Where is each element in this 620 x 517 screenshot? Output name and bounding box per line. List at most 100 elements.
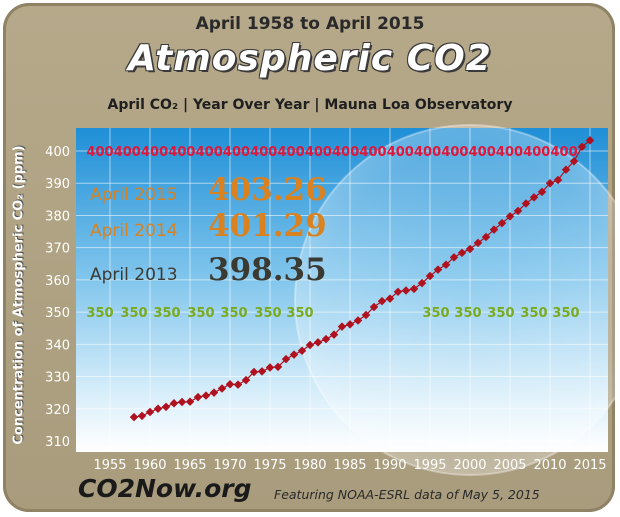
reference-label-350: 350 <box>520 306 547 321</box>
callout-april-2015: April 2015 403.26 <box>90 172 327 208</box>
data-point <box>257 367 267 376</box>
data-point <box>401 286 411 295</box>
chart-title: Atmospheric CO2 <box>128 38 492 79</box>
data-point <box>289 350 299 359</box>
reference-label-400: 400 <box>141 145 168 160</box>
y-axis: 310 320 330 340 350 360 370 380 390 400 <box>45 145 70 450</box>
data-point <box>433 265 443 274</box>
y-tick-label: 340 <box>45 338 70 353</box>
x-tick-label: 2000 <box>453 458 486 473</box>
callout-label: April 2015 <box>90 185 178 205</box>
data-point <box>425 271 435 281</box>
data-point <box>273 362 283 372</box>
data-point <box>137 411 147 421</box>
reference-label-400: 400 <box>332 145 359 160</box>
reference-label-350: 350 <box>552 306 579 321</box>
reference-label-350: 350 <box>422 306 449 321</box>
series-line <box>133 139 591 418</box>
data-point <box>153 404 163 414</box>
data-point <box>409 284 419 294</box>
x-tick-label: 2015 <box>573 458 606 473</box>
data-point <box>193 392 203 402</box>
x-tick-label: 1970 <box>213 458 246 473</box>
y-tick-label: 380 <box>45 209 70 224</box>
callout-april-2014: April 2014 401.29 <box>90 208 327 244</box>
data-point <box>321 334 331 344</box>
y-tick-label: 360 <box>45 274 70 289</box>
data-series <box>129 136 595 422</box>
data-point <box>417 278 427 288</box>
reference-label-400: 400 <box>387 145 414 160</box>
data-point <box>185 397 195 406</box>
data-point <box>457 248 467 258</box>
reference-label-350: 350 <box>454 306 481 321</box>
data-point <box>369 302 379 312</box>
x-tick-label: 1975 <box>253 458 286 473</box>
reference-label-350: 350 <box>220 306 247 321</box>
data-point <box>473 238 483 248</box>
data-point <box>393 287 403 297</box>
reference-label-350: 350 <box>86 306 113 321</box>
reference-lines: 400 400 400 400 400 400 400 400 400 400 400 400 400 4… <box>86 145 579 321</box>
reference-label-350: 350 <box>286 306 313 321</box>
reference-label-400: 400 <box>441 145 468 160</box>
reference-label-400: 400 <box>523 145 550 160</box>
brand-logo[interactable]: CO2Now.org <box>78 474 252 503</box>
callout-label: April 2014 <box>90 221 178 241</box>
y-tick-label: 320 <box>45 403 70 418</box>
reference-label-400: 400 <box>414 145 441 160</box>
reference-label-400: 400 <box>278 145 305 160</box>
y-tick-label: 400 <box>45 145 70 160</box>
data-point <box>353 316 363 325</box>
callout-value: 398.35 <box>208 252 327 288</box>
reference-label-400: 400 <box>469 145 496 160</box>
data-point <box>161 402 171 412</box>
data-point <box>481 232 491 242</box>
data-point <box>385 294 395 303</box>
data-credit: Featuring NOAA-ESRL data of May 5, 2015 <box>274 487 540 502</box>
reference-label-350: 350 <box>254 306 281 321</box>
data-point <box>337 322 347 331</box>
data-point <box>361 310 371 320</box>
data-point <box>329 330 339 339</box>
reference-label-400: 400 <box>114 145 141 160</box>
x-tick-label: 1955 <box>93 458 126 473</box>
reference-label-350: 350 <box>187 306 214 321</box>
reference-label-400: 400 <box>305 145 332 160</box>
reference-label-400: 400 <box>168 145 195 160</box>
data-point <box>217 384 227 393</box>
reference-label-350: 350 <box>153 306 180 321</box>
data-point <box>305 340 315 350</box>
reference-label-400: 400 <box>359 145 386 160</box>
x-tick-label: 2005 <box>493 458 526 473</box>
reference-label-350: 350 <box>120 306 147 321</box>
data-point <box>145 407 155 417</box>
reference-label-350: 350 <box>487 306 514 321</box>
reference-label-400: 400 <box>551 145 578 160</box>
reference-label-400: 400 <box>86 145 113 160</box>
reference-label-400: 400 <box>223 145 250 160</box>
data-point <box>225 380 235 389</box>
globe-watermark <box>294 124 620 476</box>
y-tick-label: 370 <box>45 242 70 257</box>
x-tick-label: 1985 <box>333 458 366 473</box>
meta-line: April CO₂ | Year Over Year | Mauna Loa O… <box>107 97 513 113</box>
y-axis-label: Concentration of Atmospheric CO₂ (ppm) <box>11 145 27 445</box>
data-point <box>233 380 243 389</box>
x-tick-label: 2010 <box>533 458 566 473</box>
y-tick-label: 350 <box>45 306 70 321</box>
data-point <box>441 260 451 269</box>
reference-label-400: 400 <box>196 145 223 160</box>
x-tick-label: 1995 <box>413 458 446 473</box>
reference-label-400: 400 <box>250 145 277 160</box>
data-point <box>345 320 355 329</box>
x-tick-label: 1960 <box>133 458 166 473</box>
data-point <box>169 399 179 408</box>
data-point <box>129 412 139 422</box>
data-point <box>497 218 507 228</box>
data-point <box>377 296 387 306</box>
callout-value: 403.26 <box>208 172 327 208</box>
x-tick-label: 1965 <box>173 458 206 473</box>
data-point <box>281 354 291 364</box>
